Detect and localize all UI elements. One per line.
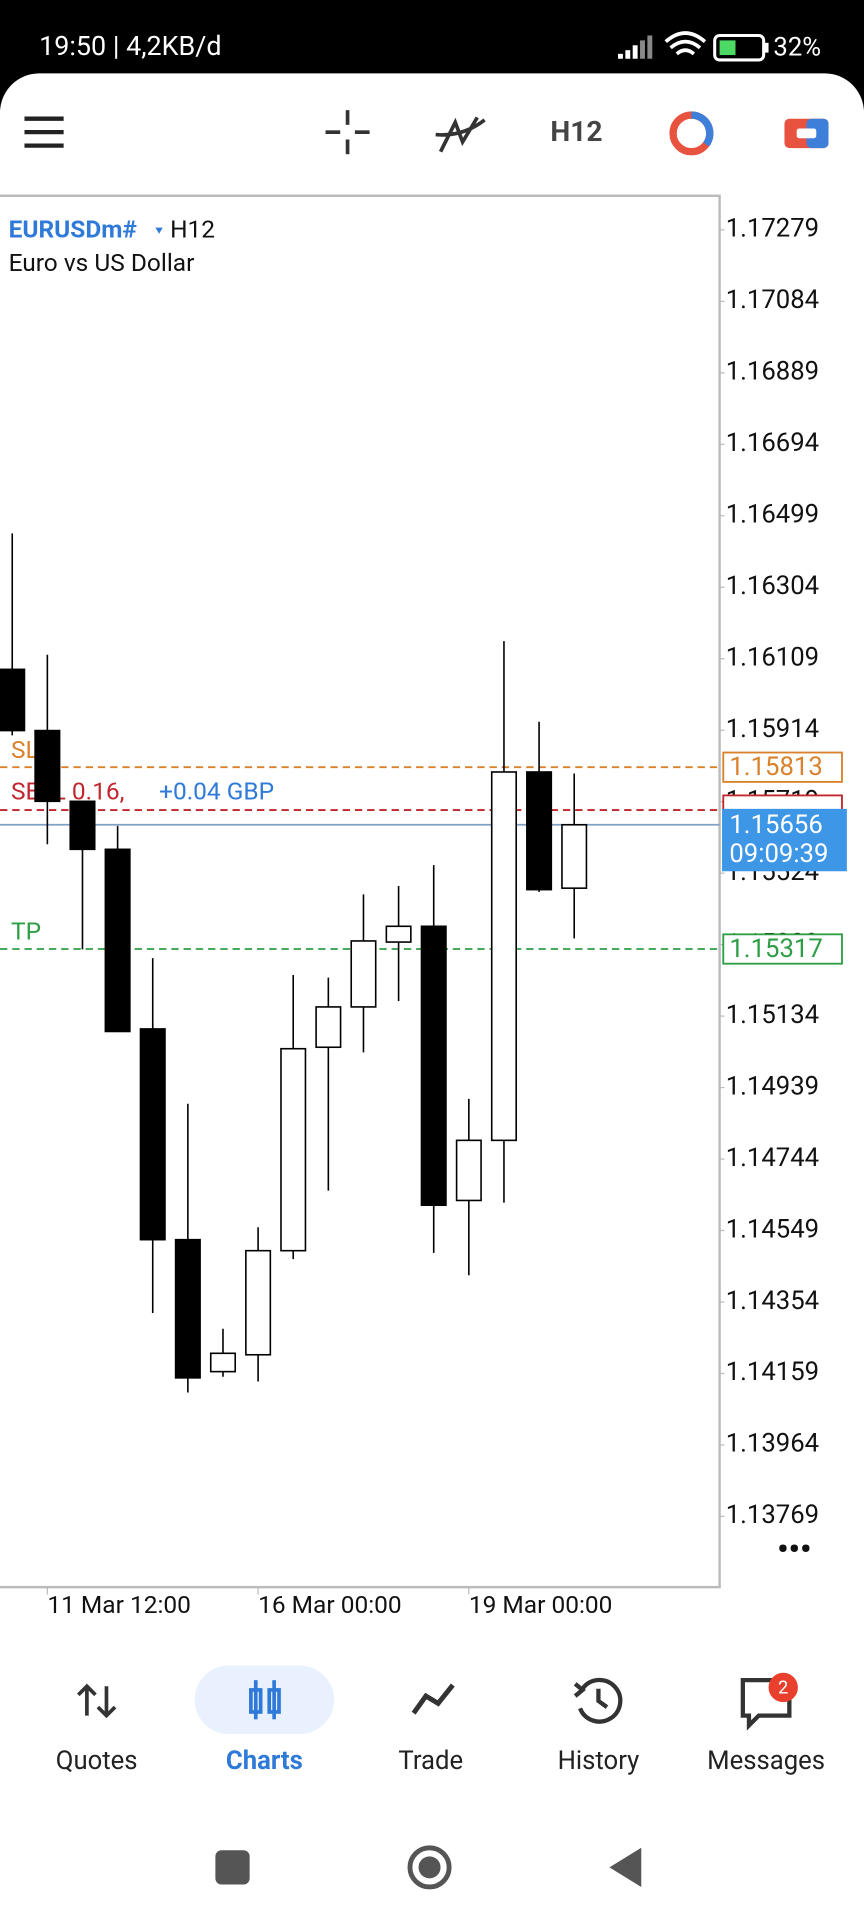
- y-tick-label: 1.14939: [726, 1071, 819, 1101]
- current-price-text: 1.15656: [729, 810, 822, 840]
- messages-badge: 2: [778, 1678, 788, 1699]
- y-tick-label: 1.15914: [726, 714, 819, 744]
- battery-level: 32%: [773, 33, 821, 63]
- tp-tag-box: [722, 933, 843, 965]
- trade-signal-button[interactable]: [669, 111, 714, 156]
- chart-description: Euro vs US Dollar: [9, 248, 195, 277]
- sl-label: SL: [11, 735, 39, 764]
- candle-body: [350, 940, 377, 1008]
- trade-icon[interactable]: [411, 1683, 455, 1715]
- y-tick-label: 1.16499: [726, 500, 819, 530]
- timeframe-button[interactable]: H12: [550, 115, 602, 148]
- position-label: SELL 0.16,: [11, 776, 124, 805]
- history-icon[interactable]: [573, 1677, 623, 1724]
- current-time-text: 09:09:39: [729, 839, 828, 869]
- sl-tag-box: [722, 751, 843, 783]
- candle-body: [0, 668, 26, 732]
- x-tick-label: 16 Mar 00:00: [258, 1590, 402, 1619]
- chart-layer: 1.17279 1.17084 1.16889 1.16694 1.16499 1.163…: [0, 214, 847, 1619]
- x-tick-label: 11 Mar 12:00: [47, 1590, 191, 1619]
- nav-label[interactable]: History: [558, 1746, 640, 1776]
- system-recents[interactable]: [215, 1850, 250, 1885]
- candle-body: [139, 1028, 166, 1241]
- nav-label[interactable]: Trade: [398, 1746, 463, 1776]
- y-tick-label: 1.16304: [726, 571, 819, 601]
- y-tick-label: 1.14549: [726, 1214, 819, 1244]
- wifi-icon: [664, 31, 707, 56]
- messages-icon[interactable]: 2: [740, 1672, 798, 1731]
- candle-body: [174, 1238, 201, 1379]
- candle-body: [245, 1249, 272, 1356]
- y-tick-label: 1.16694: [726, 428, 819, 458]
- quotes-icon[interactable]: [77, 1683, 117, 1719]
- status-time: 19:50 | 4,2KB/d: [39, 30, 221, 62]
- candle-body: [420, 925, 447, 1207]
- y-tick-label: 1.15134: [726, 1000, 819, 1030]
- signal-icon: [618, 35, 653, 59]
- menu-button[interactable]: [24, 116, 64, 148]
- candle-body: [69, 800, 96, 851]
- candle-body: [526, 771, 553, 891]
- candle-body: [561, 823, 588, 889]
- more-button[interactable]: •••: [777, 1530, 811, 1568]
- y-tick-label: 1.17279: [726, 214, 819, 244]
- chart-symbol[interactable]: EURUSDm#: [9, 215, 138, 244]
- chart-timeframe: H12: [170, 215, 215, 244]
- nav-label[interactable]: Charts: [226, 1746, 303, 1776]
- candle-body: [455, 1139, 482, 1202]
- y-tick-label: 1.16109: [726, 643, 819, 673]
- current-price-box: [722, 808, 847, 872]
- system-back[interactable]: [609, 1847, 642, 1887]
- y-tick-label: 1.14744: [726, 1143, 819, 1173]
- y-tick-label: 1.16889: [726, 357, 819, 387]
- new-order-button[interactable]: [784, 118, 829, 149]
- candle-body: [280, 1047, 307, 1252]
- nav-label[interactable]: Quotes: [56, 1746, 138, 1776]
- active-tab-highlight: [194, 1665, 335, 1734]
- position-profit: +0.04 GBP: [159, 776, 274, 805]
- y-tick-label: 1.17084: [726, 285, 819, 315]
- charts-icon[interactable]: [249, 1680, 281, 1720]
- y-tick-label: 1.14159: [726, 1357, 819, 1387]
- tp-tag-text: 1.15317: [729, 934, 822, 964]
- system-home[interactable]: [407, 1845, 452, 1890]
- candle-body: [385, 925, 412, 943]
- crosshair-button[interactable]: [325, 110, 370, 155]
- tp-label: TP: [11, 917, 41, 946]
- nav-label[interactable]: Messages: [707, 1746, 825, 1776]
- sl-tag-text: 1.15813: [729, 752, 822, 782]
- y-tick-label: 1.13964: [726, 1429, 819, 1459]
- indicators-button[interactable]: [435, 116, 486, 153]
- candle-body: [104, 848, 131, 1033]
- y-tick-label: 1.13769: [726, 1500, 819, 1530]
- candle-body: [34, 729, 61, 803]
- symbol-dropdown-arrow[interactable]: [155, 227, 163, 234]
- candle-body: [490, 771, 517, 1142]
- y-tick-label: 1.14354: [726, 1286, 819, 1316]
- candle-body: [209, 1352, 237, 1373]
- x-tick-label: 19 Mar 00:00: [469, 1590, 613, 1619]
- candle-body: [315, 1006, 342, 1049]
- battery-icon: [713, 33, 769, 62]
